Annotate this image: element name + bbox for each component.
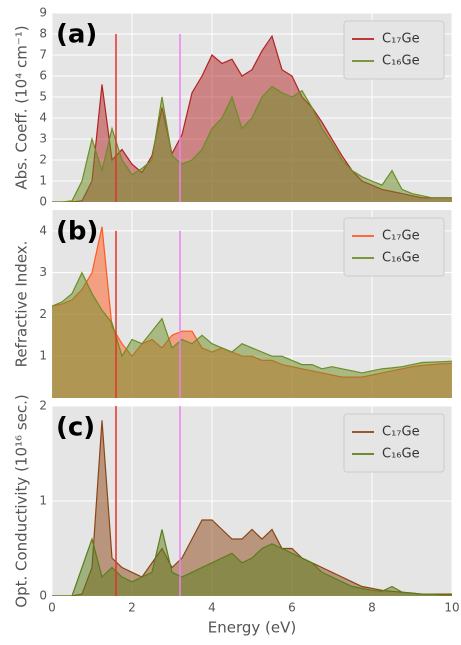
x-tick-label: 8 bbox=[368, 601, 376, 615]
x-tick-label: 4 bbox=[208, 601, 216, 615]
y-tick-label: 1 bbox=[39, 174, 47, 188]
series-line bbox=[52, 85, 452, 202]
y-tick-label: 5 bbox=[39, 90, 47, 104]
y-axis-label: Refractive Index. bbox=[13, 241, 31, 368]
y-tick-label: 1 bbox=[39, 349, 47, 363]
y-tick-label: 2 bbox=[39, 153, 47, 167]
legend-label: C₁₆Ge bbox=[382, 251, 420, 266]
y-tick-label: 8 bbox=[39, 27, 47, 41]
series-area bbox=[52, 272, 452, 398]
series-area bbox=[52, 86, 452, 202]
legend-label: C₁₇Ge bbox=[382, 229, 420, 244]
y-tick-label: 2 bbox=[39, 399, 47, 413]
legend-label: C₁₇Ge bbox=[382, 32, 420, 47]
x-tick-label: 10 bbox=[444, 601, 459, 615]
y-tick-label: 1 bbox=[39, 494, 47, 508]
panel-label: (c) bbox=[56, 413, 95, 443]
y-axis-label: Opt. Conductivity (10¹⁶ sec.) bbox=[13, 394, 31, 607]
y-tick-label: 6 bbox=[39, 69, 47, 83]
y-tick-label: 0 bbox=[39, 195, 47, 209]
panel: 1 2 3 4 (b) Refractive Index. C₁₇Ge C₁₆Ge bbox=[13, 210, 453, 398]
panel: 0 1 2 0 2 4 6 8 10 (c) Opt. Conductivity (10¹⁶ sec… bbox=[13, 394, 460, 636]
series-group bbox=[52, 406, 452, 596]
panel-label: (a) bbox=[56, 20, 97, 50]
legend-box bbox=[343, 413, 445, 473]
x-tick-label: 2 bbox=[128, 601, 136, 615]
y-tick-label: 4 bbox=[39, 111, 47, 125]
y-axis-label: Abs. Coeff. (10⁴ cm⁻¹) bbox=[13, 25, 31, 189]
series-line bbox=[52, 271, 452, 374]
series-group bbox=[52, 226, 452, 398]
y-tick-label: 2 bbox=[39, 307, 47, 321]
y-tick-label: 7 bbox=[39, 48, 47, 62]
legend-label: C₁₆Ge bbox=[382, 447, 420, 462]
y-tick-label: 4 bbox=[39, 223, 47, 237]
y-tick-label: 3 bbox=[39, 265, 47, 279]
y-tick-label: 9 bbox=[39, 6, 47, 20]
series-line bbox=[52, 529, 452, 596]
y-tick-label: 3 bbox=[39, 132, 47, 146]
x-axis-label: Energy (eV) bbox=[208, 619, 296, 637]
legend-label: C₁₇Ge bbox=[382, 425, 420, 440]
legend-box bbox=[343, 217, 445, 277]
legend-box bbox=[343, 20, 445, 80]
series-area bbox=[52, 529, 452, 596]
legend-label: C₁₆Ge bbox=[382, 54, 420, 69]
y-tick-label: 0 bbox=[39, 589, 47, 603]
x-tick-label: 0 bbox=[48, 601, 56, 615]
x-tick-label: 6 bbox=[288, 601, 296, 615]
panel: 0 1 2 3 4 5 6 7 8 9 (a) Abs. Coeff. (10⁴ cm⁻¹) C₁₇Ge… bbox=[13, 6, 453, 209]
series-group bbox=[52, 34, 452, 202]
panel-label: (b) bbox=[56, 217, 98, 247]
